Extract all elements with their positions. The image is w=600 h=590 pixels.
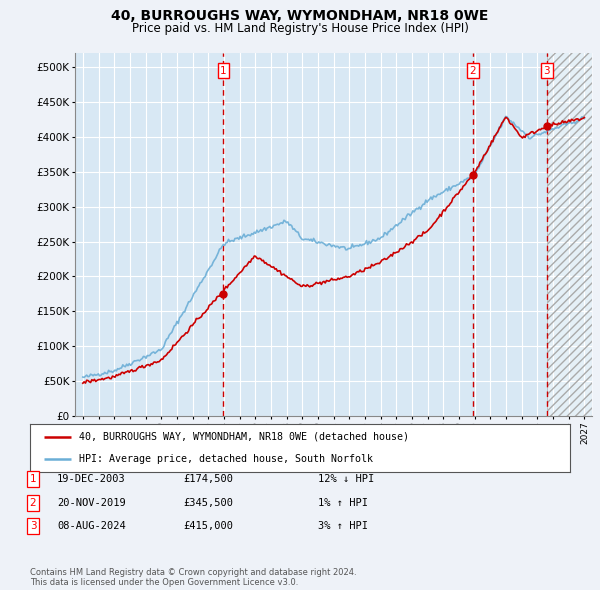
Text: HPI: Average price, detached house, South Norfolk: HPI: Average price, detached house, Sout…: [79, 454, 373, 464]
Text: 3% ↑ HPI: 3% ↑ HPI: [318, 522, 368, 531]
Text: £415,000: £415,000: [183, 522, 233, 531]
Text: Contains HM Land Registry data © Crown copyright and database right 2024.
This d: Contains HM Land Registry data © Crown c…: [30, 568, 356, 587]
Text: 12% ↓ HPI: 12% ↓ HPI: [318, 474, 374, 484]
Text: £345,500: £345,500: [183, 498, 233, 507]
Text: 3: 3: [544, 65, 550, 76]
Text: 2: 2: [470, 65, 476, 76]
Text: 1: 1: [220, 65, 227, 76]
Text: 20-NOV-2019: 20-NOV-2019: [57, 498, 126, 507]
Text: 19-DEC-2003: 19-DEC-2003: [57, 474, 126, 484]
Text: Price paid vs. HM Land Registry's House Price Index (HPI): Price paid vs. HM Land Registry's House …: [131, 22, 469, 35]
Text: 08-AUG-2024: 08-AUG-2024: [57, 522, 126, 531]
Text: 1% ↑ HPI: 1% ↑ HPI: [318, 498, 368, 507]
Text: 40, BURROUGHS WAY, WYMONDHAM, NR18 0WE: 40, BURROUGHS WAY, WYMONDHAM, NR18 0WE: [112, 9, 488, 23]
Text: £174,500: £174,500: [183, 474, 233, 484]
Text: 40, BURROUGHS WAY, WYMONDHAM, NR18 0WE (detached house): 40, BURROUGHS WAY, WYMONDHAM, NR18 0WE (…: [79, 432, 409, 442]
Text: 2: 2: [29, 498, 37, 507]
Text: 1: 1: [29, 474, 37, 484]
Text: 3: 3: [29, 522, 37, 531]
